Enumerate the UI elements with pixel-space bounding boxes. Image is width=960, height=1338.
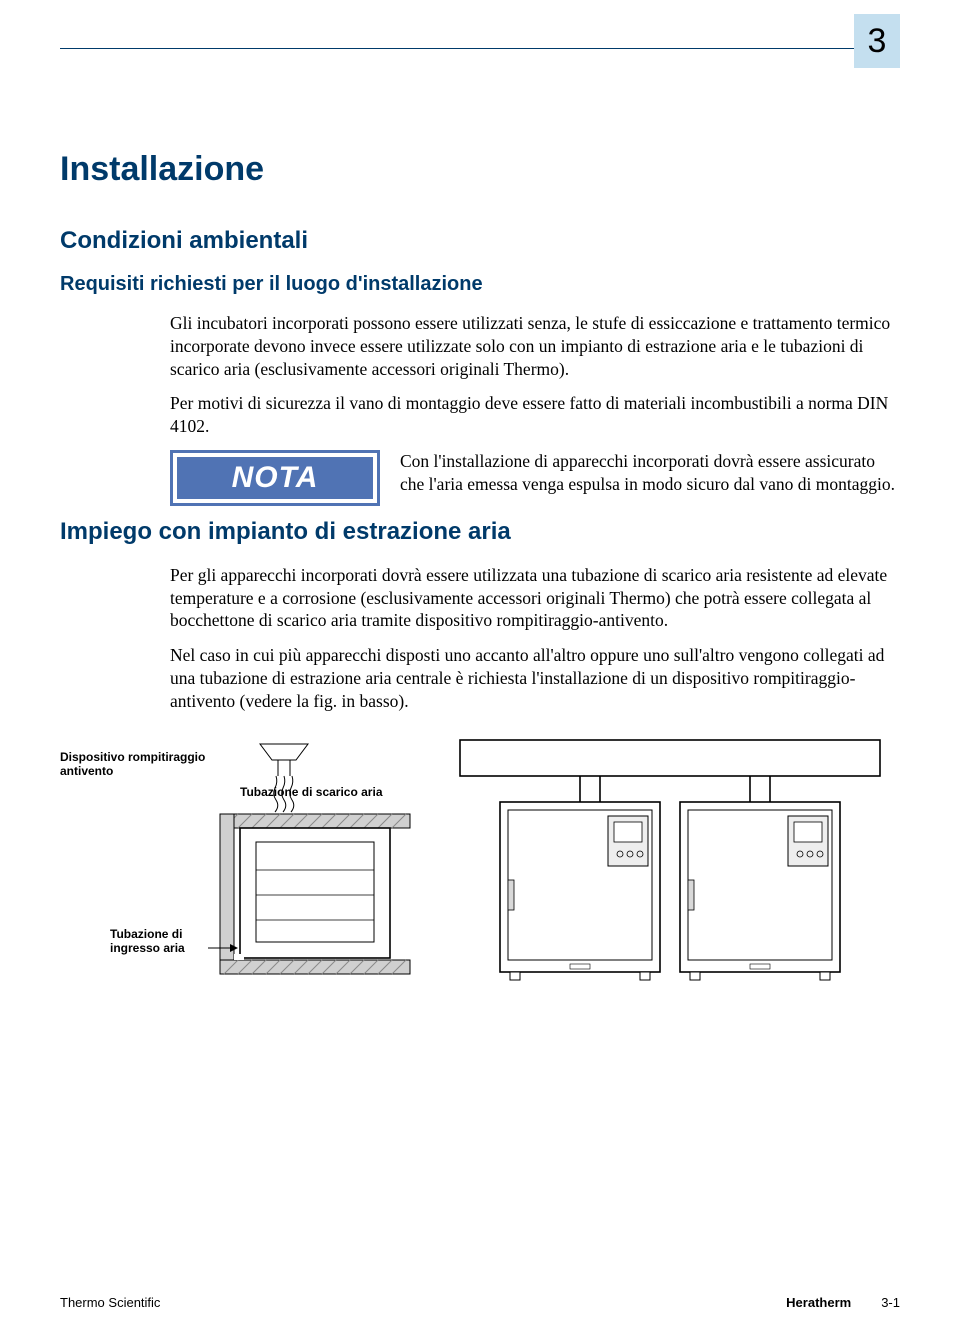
chapter-number: 3 <box>868 22 887 61</box>
nota-badge: NOTA <box>170 450 380 506</box>
header-rule <box>60 48 900 49</box>
body-block-2: Per gli apparecchi incorporati dovrà ess… <box>170 564 900 713</box>
chapter-title: Installazione <box>60 150 900 189</box>
section-extraction: Impiego con impianto di estrazione aria <box>60 518 900 546</box>
paragraph-3: Per gli apparecchi incorporati dovrà ess… <box>170 564 900 632</box>
footer-page-number: 3-1 <box>881 1295 900 1310</box>
nota-row: NOTA Con l'installazione di apparecchi i… <box>170 450 900 506</box>
subsection-requirements: Requisiti richiesti per il luogo d'insta… <box>60 273 900 296</box>
page-footer: Thermo Scientific Heratherm 3-1 <box>60 1295 900 1310</box>
paragraph-1: Gli incubatori incorporati possono esser… <box>170 312 900 380</box>
diagram-label-device: Dispositivo rompitiraggio antivento <box>60 750 210 778</box>
body-block-1: Gli incubatori incorporati possono esser… <box>170 312 900 506</box>
paragraph-2: Per motivi di sicurezza il vano di monta… <box>170 392 900 438</box>
page-content: Installazione Condizioni ambientali Requ… <box>60 0 900 1010</box>
nota-badge-label: NOTA <box>177 457 373 499</box>
footer-company: Thermo Scientific <box>60 1295 160 1310</box>
diagram-dual-unit <box>450 730 890 990</box>
diagram-single-unit <box>200 730 420 990</box>
footer-product: Heratherm <box>786 1295 851 1310</box>
paragraph-4: Nel caso in cui più apparecchi disposti … <box>170 644 900 712</box>
diagram-label-inlet: Tubazione di ingresso aria <box>110 927 198 955</box>
chapter-number-box: 3 <box>854 14 900 68</box>
diagram-area: Dispositivo rompitiraggio antivento Tuba… <box>60 730 900 1010</box>
section-conditions: Condizioni ambientali <box>60 227 900 255</box>
nota-text: Con l'installazione di apparecchi incorp… <box>400 450 900 496</box>
